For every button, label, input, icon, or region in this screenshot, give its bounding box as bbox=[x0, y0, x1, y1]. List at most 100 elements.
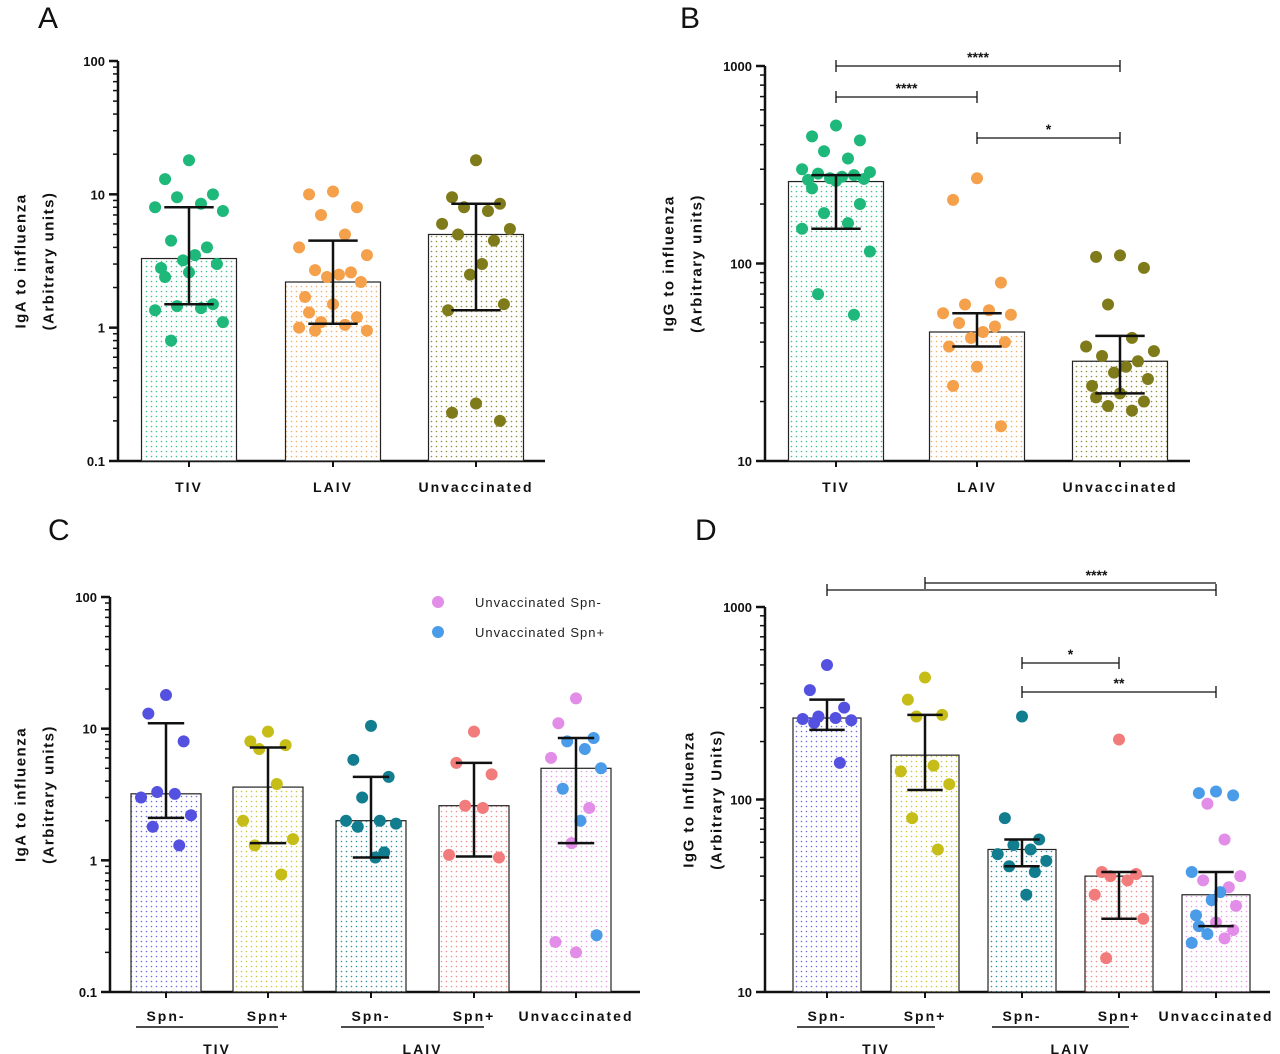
data-point bbox=[365, 719, 377, 732]
x-tick-label: Spn- bbox=[1002, 1008, 1041, 1024]
y-tick-label: 100 bbox=[83, 54, 105, 69]
data-point bbox=[149, 201, 162, 214]
data-point bbox=[976, 325, 989, 338]
data-point bbox=[248, 839, 261, 852]
data-point bbox=[988, 320, 1001, 333]
data-point bbox=[1218, 833, 1231, 846]
data-point bbox=[1102, 399, 1115, 412]
data-point bbox=[503, 222, 516, 235]
data-point bbox=[183, 154, 195, 167]
x-tick-label: Spn+ bbox=[1098, 1008, 1141, 1024]
data-point bbox=[344, 266, 357, 279]
data-point bbox=[168, 787, 181, 800]
data-point bbox=[841, 152, 854, 165]
data-point bbox=[1102, 298, 1115, 311]
data-point bbox=[971, 172, 983, 185]
data-point bbox=[552, 717, 565, 730]
data-point bbox=[360, 324, 373, 337]
data-point bbox=[901, 693, 914, 706]
data-point bbox=[1210, 785, 1222, 798]
data-point bbox=[818, 145, 831, 158]
data-point bbox=[315, 316, 328, 329]
data-point bbox=[459, 799, 472, 812]
data-point bbox=[857, 172, 870, 185]
data-point bbox=[464, 268, 477, 281]
data-point bbox=[216, 204, 229, 217]
data-point bbox=[485, 768, 498, 781]
data-point bbox=[1028, 866, 1041, 879]
data-point bbox=[338, 228, 351, 241]
group-label: TIV bbox=[862, 1041, 890, 1054]
data-point bbox=[470, 397, 482, 410]
data-point bbox=[315, 208, 328, 221]
data-point bbox=[309, 264, 322, 277]
data-point bbox=[378, 846, 391, 859]
x-tick-label: LAIV bbox=[957, 479, 997, 495]
y-tick-label: 1000 bbox=[723, 600, 752, 615]
data-point bbox=[1090, 250, 1103, 263]
data-point bbox=[1086, 379, 1099, 392]
data-point bbox=[146, 820, 159, 833]
data-point bbox=[159, 173, 172, 186]
x-tick-label: LAIV bbox=[313, 479, 353, 495]
bar bbox=[792, 717, 862, 993]
data-point bbox=[971, 360, 983, 373]
data-point bbox=[919, 671, 931, 684]
data-point bbox=[808, 716, 821, 729]
y-tick-label: 100 bbox=[730, 257, 752, 272]
data-point bbox=[1114, 249, 1126, 262]
data-point bbox=[1113, 733, 1125, 746]
data-point bbox=[796, 222, 809, 235]
data-point bbox=[1205, 894, 1218, 907]
x-tick-label: Spn- bbox=[146, 1008, 185, 1024]
data-point bbox=[210, 258, 223, 271]
data-point bbox=[556, 782, 569, 795]
data-point bbox=[244, 735, 257, 748]
data-point bbox=[812, 288, 825, 301]
y-axis-label: (Arbitrary Units) bbox=[708, 729, 725, 870]
bar bbox=[130, 793, 202, 993]
data-point bbox=[446, 191, 459, 204]
bar bbox=[928, 331, 1026, 462]
data-point bbox=[994, 420, 1007, 433]
data-point bbox=[475, 258, 488, 271]
data-point bbox=[937, 307, 950, 320]
legend-label: Unvaccinated Spn- bbox=[475, 595, 602, 610]
x-tick-label: Spn+ bbox=[904, 1008, 947, 1024]
significance-label: * bbox=[1068, 646, 1074, 662]
x-tick-label: TIV bbox=[822, 479, 850, 495]
data-point bbox=[1040, 854, 1053, 867]
data-point bbox=[1192, 787, 1205, 800]
x-tick-label: TIV bbox=[175, 479, 203, 495]
x-tick-label: Unvaccinated bbox=[1158, 1008, 1273, 1024]
data-point bbox=[497, 298, 510, 311]
data-point bbox=[1024, 843, 1037, 856]
data-point bbox=[177, 254, 190, 267]
data-point bbox=[863, 245, 876, 258]
data-point bbox=[1197, 874, 1210, 887]
panel-A: A 0.1 1 10 100 IgA to influenza (Arbitrary uni… bbox=[12, 2, 545, 495]
panel-letter: B bbox=[680, 2, 700, 35]
group-label: LAIV bbox=[403, 1041, 443, 1054]
data-point bbox=[1004, 308, 1017, 321]
data-point bbox=[360, 249, 373, 262]
data-point bbox=[303, 188, 316, 201]
data-point bbox=[583, 801, 596, 814]
bar bbox=[890, 754, 960, 993]
data-point bbox=[142, 707, 155, 720]
y-tick-label: 10 bbox=[83, 722, 97, 737]
data-point bbox=[1147, 345, 1160, 358]
data-point bbox=[216, 316, 229, 329]
data-point bbox=[468, 725, 480, 738]
data-point bbox=[853, 134, 866, 147]
y-tick-label: 1 bbox=[90, 853, 97, 868]
legend-marker bbox=[432, 626, 444, 638]
data-point bbox=[1218, 932, 1231, 945]
x-tick-label: Unvaccinated bbox=[1062, 479, 1177, 495]
data-point bbox=[796, 163, 809, 176]
data-point bbox=[1185, 936, 1198, 949]
x-tick-label: Spn- bbox=[351, 1008, 390, 1024]
data-point bbox=[927, 759, 940, 772]
data-point bbox=[806, 130, 819, 143]
data-point bbox=[200, 241, 213, 254]
